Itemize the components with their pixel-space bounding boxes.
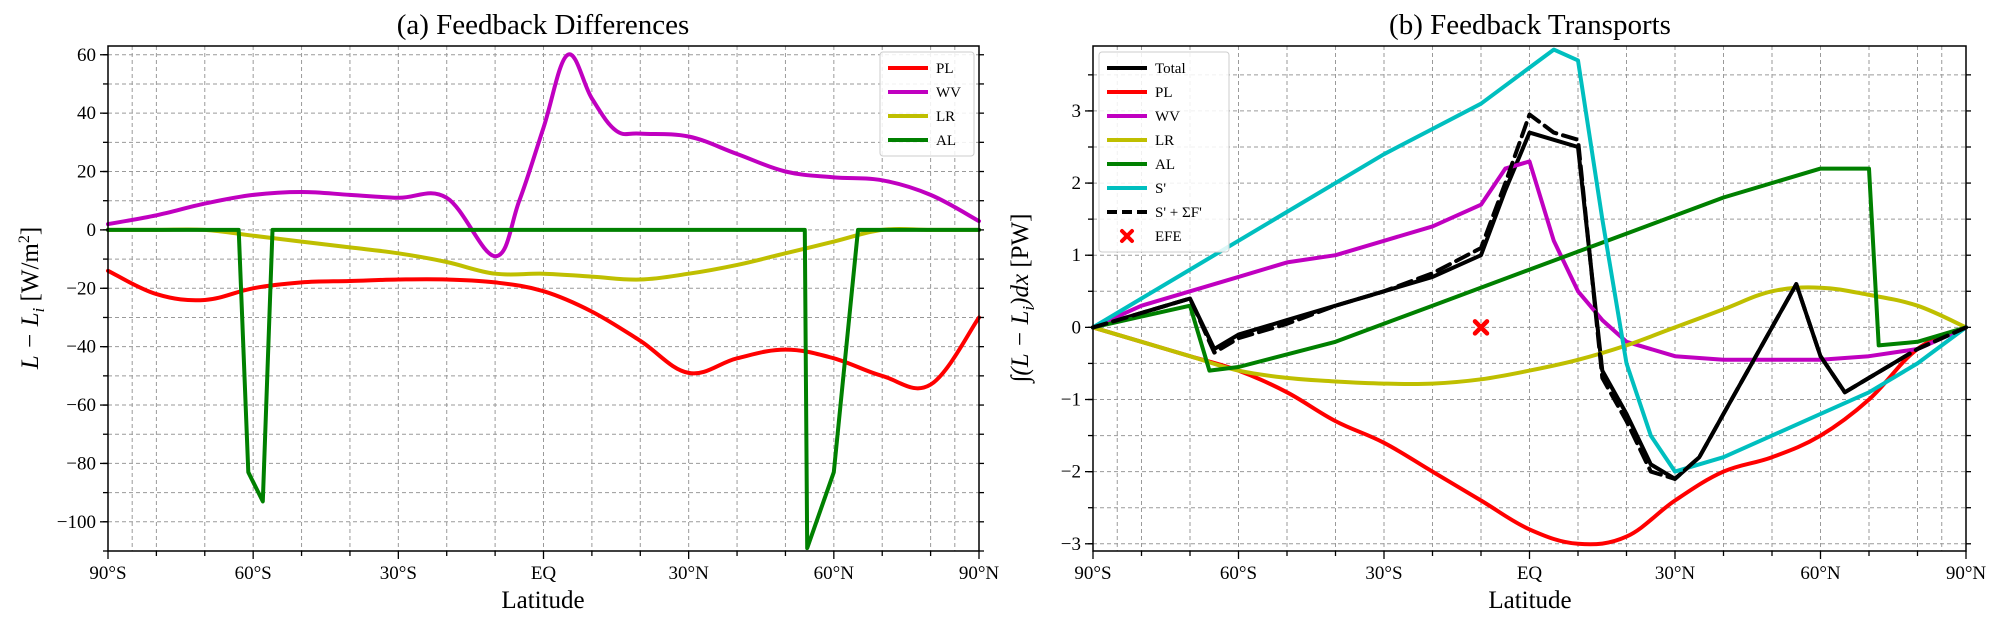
y-tick-label: 60 — [77, 45, 96, 66]
legend-marker — [1120, 229, 1134, 243]
series-line-lr — [106, 226, 981, 282]
series-line-pl — [106, 268, 981, 391]
x-tick-label: 60°N — [1800, 563, 1841, 584]
grid — [1092, 46, 1967, 551]
y-tick-label: −20 — [66, 278, 96, 299]
series-line-al — [106, 227, 981, 551]
legend: Total PL WV LR AL S' S' + ΣF' EFE — [1098, 51, 1230, 253]
y-label-unit: [PW] — [1007, 214, 1034, 274]
x-tick-label: 30°S — [380, 563, 417, 584]
legend: PL WV LR AL — [879, 51, 975, 157]
y-axis-label: ∫(L − Li)dx [PW] — [1007, 214, 1038, 385]
legend-entry-lr: LR — [1107, 133, 1174, 149]
x-tick-label: EQ — [1517, 563, 1543, 584]
x-tick-label: 60°S — [1220, 563, 1257, 584]
x-tick-label: 60°N — [814, 563, 855, 584]
legend-box — [1098, 51, 1230, 253]
y-label-sub: i — [1019, 306, 1038, 311]
series-line-al — [1091, 166, 1968, 373]
series-line-wv — [106, 52, 981, 259]
series-lines — [1091, 47, 1968, 547]
legend-entry-lr: LR — [888, 109, 955, 125]
y-tick-label: −1 — [1061, 390, 1081, 411]
legend-entry-pl: PL — [888, 61, 954, 77]
legend-label: EFE — [1155, 229, 1182, 245]
series-line-s-f — [1091, 112, 1968, 481]
legend-label: AL — [936, 133, 956, 149]
y-tick-label: −2 — [1061, 462, 1081, 483]
panel-feedback-differences: (a) Feedback Differences 90°S 60°S 30°S EQ 3… — [16, 9, 999, 614]
legend-label: LR — [1155, 133, 1174, 149]
legend-entry-wv: WV — [888, 85, 961, 101]
y-tick-label: 3 — [1072, 101, 1082, 122]
legend-label: WV — [1155, 109, 1180, 125]
y-tick-label: −100 — [57, 512, 96, 533]
x-axis-label: Latitude — [501, 587, 584, 614]
series-lines — [106, 52, 981, 551]
legend-label: PL — [936, 61, 954, 77]
legend-entry-s: S' — [1107, 181, 1166, 197]
x-tick-label: EQ — [531, 563, 557, 584]
legend-label: AL — [1155, 157, 1175, 173]
legend-label: WV — [936, 85, 961, 101]
axis-ticks: 90°S 60°S 30°S EQ 30°N 60°N 90°N −100 −80 −60 −40 −… — [57, 45, 1000, 584]
x-tick-label: 90°N — [959, 563, 1000, 584]
x-tick-label: 90°S — [1074, 563, 1111, 584]
y-tick-label: −80 — [66, 453, 96, 474]
marker-efe — [1472, 319, 1490, 336]
x-tick-label: 90°S — [89, 563, 126, 584]
chart-title: (a) Feedback Differences — [397, 9, 690, 41]
series-line-lr — [1091, 285, 1968, 387]
legend-entry-s-f: S' + ΣF' — [1107, 205, 1202, 221]
legend-box — [879, 51, 975, 157]
y-axis-label: L − Li [W/m2] — [16, 227, 48, 370]
y-tick-label: 40 — [77, 103, 96, 124]
grid — [107, 46, 980, 552]
y-tick-label: 0 — [87, 220, 97, 241]
legend-label: PL — [1155, 85, 1173, 101]
y-label-tail: )dx — [1007, 274, 1034, 308]
legend-label: S' + ΣF' — [1155, 205, 1202, 221]
y-label-close: ] — [17, 227, 44, 235]
y-label-main: ∫(L − L — [1007, 311, 1035, 385]
y-tick-label: −3 — [1061, 534, 1081, 555]
y-label-unit: [W/m — [17, 243, 44, 308]
legend-entry-total: Total — [1107, 61, 1186, 77]
y-tick-label: 2 — [1072, 173, 1082, 194]
x-tick-label: 30°N — [1655, 563, 1696, 584]
series-line-s — [1091, 47, 1968, 474]
legend-label: Total — [1155, 61, 1186, 77]
y-label-sup: 2 — [16, 235, 33, 243]
series-line-wv — [1091, 159, 1968, 362]
y-tick-label: 0 — [1072, 317, 1082, 338]
x-tick-label: 60°S — [235, 563, 272, 584]
y-label-main: L − L — [17, 312, 44, 370]
x-axis-label: Latitude — [1488, 587, 1571, 614]
y-tick-label: −60 — [66, 395, 96, 416]
panel-feedback-transports: (b) Feedback Transports 90°S 60°S 30°S EQ 30… — [1007, 9, 1986, 614]
legend-entry-al: AL — [888, 133, 956, 149]
legend-label: LR — [936, 109, 955, 125]
x-tick-label: 30°N — [669, 563, 710, 584]
series-line-total — [1091, 130, 1968, 481]
y-tick-label: 1 — [1072, 245, 1082, 266]
axis-ticks: 90°S 60°S 30°S EQ 30°N 60°N 90°N −3 −2 −1 0 1 2 3 — [1061, 74, 1987, 584]
legend-entry-wv: WV — [1107, 109, 1180, 125]
legend-entry-efe: EFE — [1120, 229, 1182, 245]
y-label-sub: i — [29, 307, 48, 312]
legend-entry-pl: PL — [1107, 85, 1173, 101]
x-tick-label: 90°N — [1946, 563, 1987, 584]
y-tick-label: −40 — [66, 337, 96, 358]
chart-title: (b) Feedback Transports — [1389, 9, 1671, 41]
legend-label: S' — [1155, 181, 1166, 197]
y-tick-label: 20 — [77, 162, 96, 183]
x-tick-label: 30°S — [1365, 563, 1402, 584]
legend-entry-al: AL — [1107, 157, 1175, 173]
